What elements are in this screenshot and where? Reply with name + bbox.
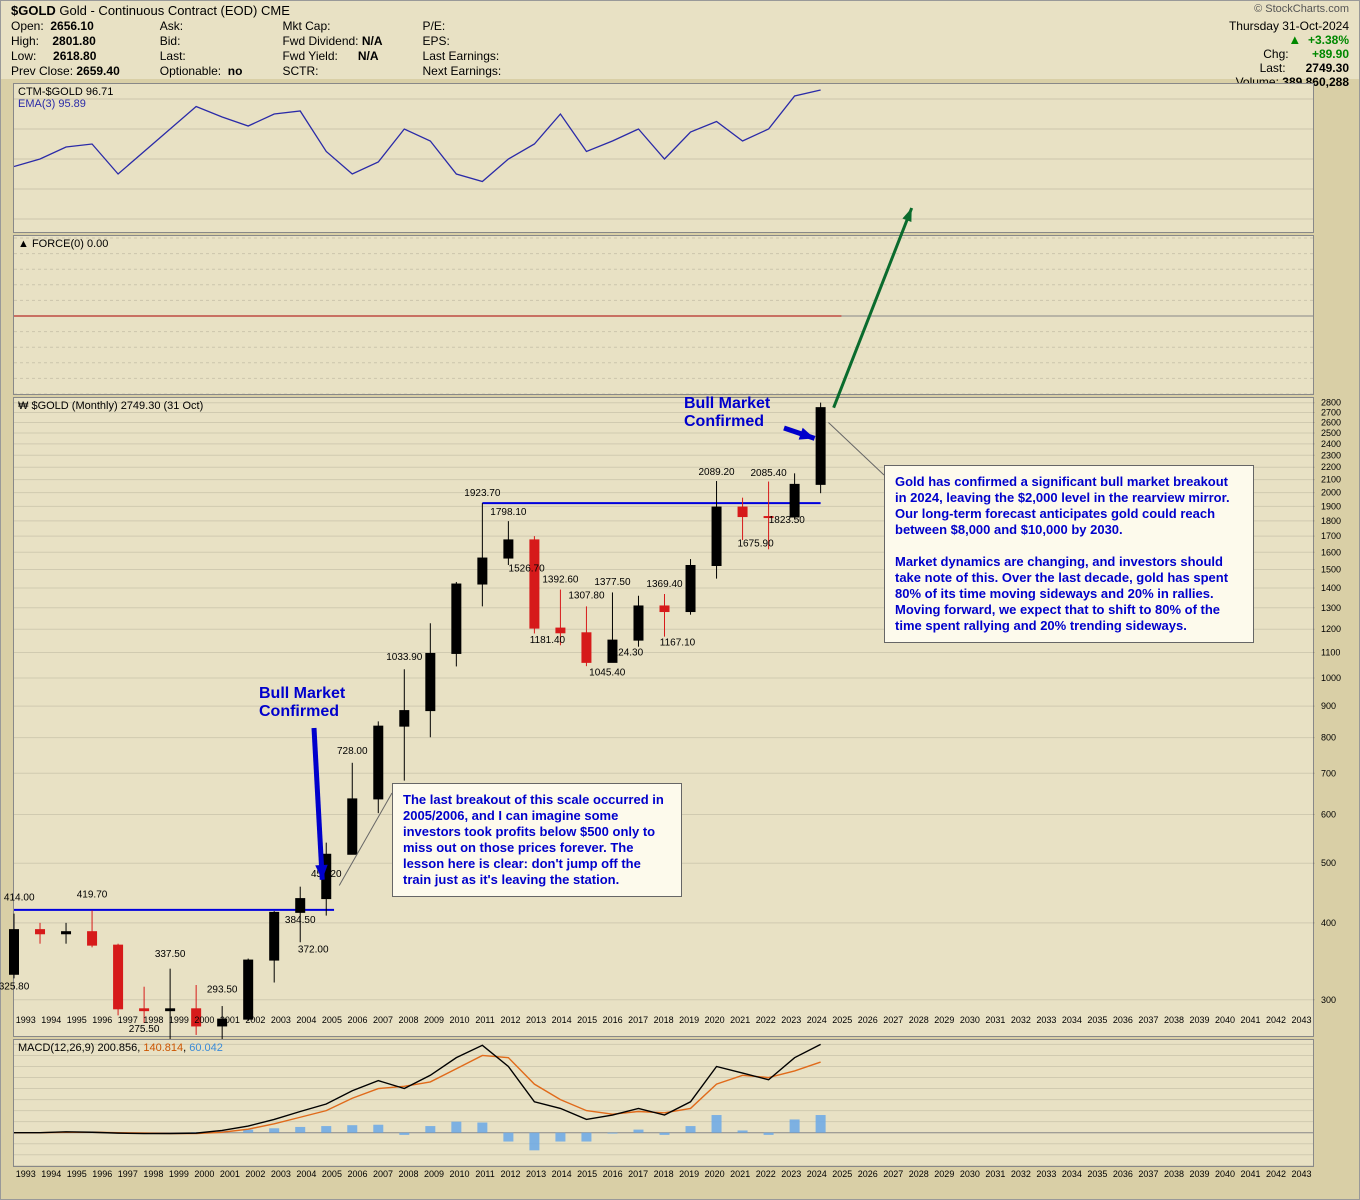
svg-text:2400: 2400	[1321, 439, 1341, 449]
svg-text:1700: 1700	[1321, 531, 1341, 541]
svg-text:1200: 1200	[1321, 624, 1341, 634]
svg-text:1181.40: 1181.40	[530, 635, 566, 646]
svg-text:Confirmed: Confirmed	[684, 413, 764, 430]
svg-text:325.80: 325.80	[0, 981, 30, 992]
xaxis-bottom: 1993199419951996199719981999200020012002…	[13, 1169, 1314, 1183]
date: Thursday 31-Oct-2024	[1229, 19, 1349, 33]
svg-text:1600: 1600	[1321, 547, 1341, 557]
svg-text:700: 700	[1321, 768, 1336, 778]
svg-text:1923.70: 1923.70	[464, 488, 501, 499]
svg-text:400: 400	[1321, 918, 1336, 928]
svg-text:900: 900	[1321, 701, 1336, 711]
svg-text:1033.90: 1033.90	[386, 652, 423, 663]
svg-text:1526.70: 1526.70	[509, 563, 546, 574]
svg-text:1377.50: 1377.50	[594, 577, 631, 588]
svg-text:2700: 2700	[1321, 407, 1341, 417]
svg-text:728.00: 728.00	[337, 746, 368, 757]
force-legend: ▲ FORCE(0) 0.00	[18, 238, 108, 250]
svg-text:2500: 2500	[1321, 428, 1341, 438]
svg-text:2800: 2800	[1321, 398, 1341, 408]
svg-text:1000: 1000	[1321, 673, 1341, 683]
svg-text:384.50: 384.50	[285, 915, 316, 926]
svg-text:1045.40: 1045.40	[589, 667, 626, 678]
svg-text:Bull Market: Bull Market	[259, 685, 346, 702]
ticker-line: $GOLD Gold - Continuous Contract (EOD) C…	[11, 3, 290, 18]
force-panel: ▲ FORCE(0) 0.00 0.500.400.300.200.100.00…	[13, 235, 1314, 395]
svg-text:1823.50: 1823.50	[769, 515, 806, 526]
chart-header: $GOLD Gold - Continuous Contract (EOD) C…	[1, 1, 1359, 79]
svg-text:1392.60: 1392.60	[542, 574, 579, 585]
symbol-name: Gold - Continuous Contract (EOD)	[59, 3, 257, 18]
svg-text:458.20: 458.20	[311, 869, 342, 880]
svg-text:2300: 2300	[1321, 450, 1341, 460]
svg-text:419.70: 419.70	[77, 889, 108, 900]
svg-text:1800: 1800	[1321, 516, 1341, 526]
svg-text:293.50: 293.50	[207, 985, 238, 996]
svg-text:1675.90: 1675.90	[737, 539, 774, 550]
svg-text:1900: 1900	[1321, 501, 1341, 511]
chart-frame: $GOLD Gold - Continuous Contract (EOD) C…	[0, 0, 1360, 1200]
price-legend: ₩ $GOLD (Monthly) 2749.30 (31 Oct)	[18, 400, 203, 412]
svg-text:2600: 2600	[1321, 418, 1341, 428]
svg-text:1369.40: 1369.40	[646, 579, 683, 590]
svg-text:2200: 2200	[1321, 462, 1341, 472]
svg-text:372.00: 372.00	[298, 945, 329, 956]
svg-text:1167.10: 1167.10	[660, 637, 696, 648]
macd-legend: MACD(12,26,9) 200.856, 140.814, 60.042	[18, 1042, 223, 1054]
price-svg: 2800270026002500240023002200210020001900…	[14, 398, 1313, 1036]
svg-text:2089.20: 2089.20	[698, 467, 735, 478]
svg-text:414.00: 414.00	[4, 892, 35, 903]
svg-text:2000: 2000	[1321, 488, 1341, 498]
ctm-svg: 9070503010	[14, 84, 1313, 232]
xaxis-top: 1993199419951996199719981999200020012002…	[13, 1015, 1314, 1029]
ctm-legend: CTM-$GOLD 96.71 EMA(3) 95.89	[18, 86, 113, 110]
svg-text:1400: 1400	[1321, 583, 1341, 593]
ctm-panel: CTM-$GOLD 96.71 EMA(3) 95.89 9070503010	[13, 83, 1314, 233]
svg-text:Confirmed: Confirmed	[259, 703, 339, 720]
symbol: $GOLD	[11, 3, 56, 18]
svg-text:500: 500	[1321, 858, 1336, 868]
svg-text:300: 300	[1321, 995, 1336, 1005]
exchange: CME	[261, 3, 290, 18]
svg-text:800: 800	[1321, 733, 1336, 743]
quote-grid: Open: 2656.10 High: 2801.80 Low: 2618.80…	[11, 19, 501, 78]
svg-text:Bull Market: Bull Market	[684, 395, 771, 412]
force-svg: 0.500.400.300.200.100.00-0.10-0.20-0.30-…	[14, 236, 1313, 394]
macd-svg: 2001751501251007550250-25-50-75	[14, 1040, 1313, 1166]
svg-text:1300: 1300	[1321, 603, 1341, 613]
price-panel: ₩ $GOLD (Monthly) 2749.30 (31 Oct) 28002…	[13, 397, 1314, 1037]
svg-text:1307.80: 1307.80	[568, 591, 605, 602]
svg-text:2085.40: 2085.40	[751, 468, 788, 479]
svg-text:600: 600	[1321, 809, 1336, 819]
quote-right: ▲ +3.38% Chg: +89.90 Last: 2749.30 Volum…	[1236, 33, 1349, 89]
svg-text:1124.30: 1124.30	[608, 647, 644, 658]
svg-text:1500: 1500	[1321, 565, 1341, 575]
svg-text:1798.10: 1798.10	[490, 507, 527, 518]
macd-panel: MACD(12,26,9) 200.856, 140.814, 60.042 2…	[13, 1039, 1314, 1167]
source: © StockCharts.com	[1254, 3, 1349, 15]
svg-text:1100: 1100	[1321, 647, 1340, 657]
svg-text:337.50: 337.50	[155, 949, 186, 960]
svg-text:2100: 2100	[1321, 475, 1341, 485]
